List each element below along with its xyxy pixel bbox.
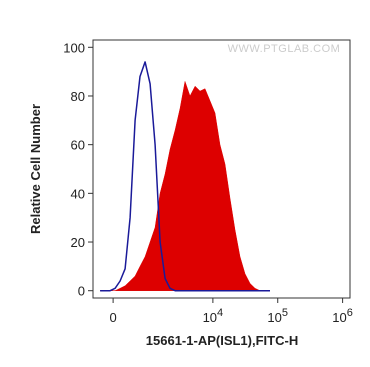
y-tick-label: 40 bbox=[71, 186, 85, 201]
y-tick-label: 20 bbox=[71, 235, 85, 250]
plot-frame bbox=[92, 39, 351, 299]
y-tick-label: 80 bbox=[71, 89, 85, 104]
y-axis-label: Relative Cell Number bbox=[28, 104, 43, 234]
histogram-line bbox=[100, 61, 270, 292]
x-tick-label: 0 bbox=[109, 310, 116, 325]
x-axis-label: 15661-1-AP(ISL1),FITC-H bbox=[146, 333, 298, 348]
watermark: WWW.PTGLAB.COM bbox=[228, 43, 341, 55]
x-tick-label: 105 bbox=[267, 307, 288, 325]
histogram-area bbox=[99, 80, 271, 291]
y-tick-label: 60 bbox=[71, 138, 85, 153]
y-tick-label: 100 bbox=[63, 40, 85, 55]
y-tick-label: 0 bbox=[78, 284, 85, 299]
x-tick-label: 106 bbox=[332, 307, 353, 325]
x-tick-label: 104 bbox=[203, 307, 224, 325]
